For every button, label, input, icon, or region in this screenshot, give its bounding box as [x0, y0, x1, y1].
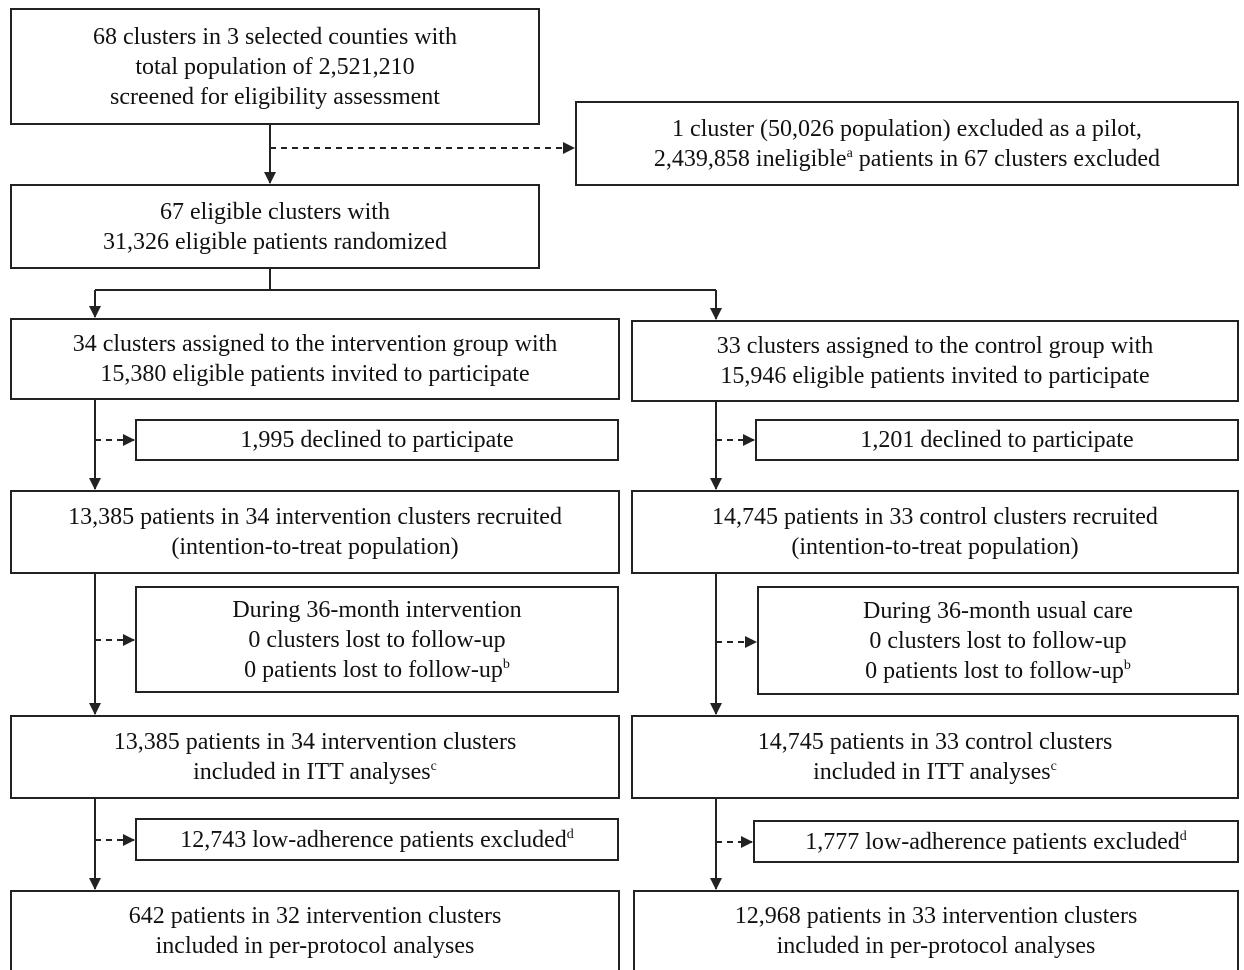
footnote-marker-b: b	[503, 657, 510, 672]
int-pp-line-2: included in per-protocol analyses	[156, 931, 475, 961]
int-assigned-line-1: 34 clusters assigned to the intervention…	[73, 329, 558, 359]
box-intervention-per-protocol: 642 patients in 32 intervention clusters…	[10, 890, 620, 970]
box-control-declined: 1,201 declined to participate	[755, 419, 1239, 461]
ctl-followup-line-1: During 36-month usual care	[863, 596, 1133, 626]
footnote-marker-c: c	[1051, 759, 1057, 774]
ctl-followup-line-2: 0 clusters lost to follow-up	[869, 626, 1126, 656]
footnote-marker-b: b	[1124, 658, 1131, 673]
int-followup-line-1: During 36-month intervention	[232, 595, 521, 625]
ctl-followup-patients-text: 0 patients lost to follow-up	[865, 658, 1124, 684]
ctl-followup-line-3: 0 patients lost to follow-upb	[865, 656, 1131, 686]
int-followup-line-2: 0 clusters lost to follow-up	[248, 625, 505, 655]
footnote-marker-d: d	[567, 827, 574, 842]
ctl-lowadh-line: 1,777 low-adherence patients excludedd	[805, 827, 1187, 857]
excluded-rest-text: patients in 67 clusters excluded	[853, 146, 1160, 172]
int-itt-line-1: 13,385 patients in 34 intervention clust…	[114, 727, 517, 757]
box-control-followup: During 36-month usual care 0 clusters lo…	[757, 586, 1239, 695]
ctl-assigned-line-2: 15,946 eligible patients invited to part…	[720, 361, 1149, 391]
box-control-itt: 14,745 patients in 33 control clusters i…	[631, 715, 1239, 799]
box-randomized-line-1: 67 eligible clusters with	[160, 197, 390, 227]
int-pp-line-1: 642 patients in 32 intervention clusters	[129, 901, 502, 931]
box-randomized-line-2: 31,326 eligible patients randomized	[103, 227, 447, 257]
ctl-recruited-line-1: 14,745 patients in 33 control clusters r…	[712, 502, 1158, 532]
box-control-per-protocol: 12,968 patients in 33 intervention clust…	[633, 890, 1239, 970]
excluded-count-text: 2,439,858 ineligible	[654, 146, 847, 172]
box-intervention-recruited: 13,385 patients in 34 intervention clust…	[10, 490, 620, 574]
box-screened-line-3: screened for eligibility assessment	[110, 82, 440, 112]
box-control-recruited: 14,745 patients in 33 control clusters r…	[631, 490, 1239, 574]
int-recruited-line-1: 13,385 patients in 34 intervention clust…	[68, 502, 562, 532]
box-excluded-pilot: 1 cluster (50,026 population) excluded a…	[575, 101, 1239, 186]
ctl-declined-text: 1,201 declined to participate	[860, 425, 1133, 455]
box-randomized: 67 eligible clusters with 31,326 eligibl…	[10, 184, 540, 269]
ctl-itt-line-1: 14,745 patients in 33 control clusters	[758, 727, 1113, 757]
box-screened-line-1: 68 clusters in 3 selected counties with	[93, 22, 457, 52]
box-intervention-low-adherence: 12,743 low-adherence patients excludedd	[135, 818, 619, 861]
int-declined-text: 1,995 declined to participate	[240, 425, 513, 455]
int-itt-line-2: included in ITT analysesc	[193, 757, 437, 787]
box-excluded-line-1: 1 cluster (50,026 population) excluded a…	[672, 114, 1142, 144]
int-recruited-line-2: (intention-to-treat population)	[171, 532, 458, 562]
box-intervention-assigned: 34 clusters assigned to the intervention…	[10, 318, 620, 400]
ctl-itt-line-2: included in ITT analysesc	[813, 757, 1057, 787]
int-lowadh-line: 12,743 low-adherence patients excludedd	[180, 825, 574, 855]
footnote-marker-c: c	[431, 759, 437, 774]
int-lowadh-text: 12,743 low-adherence patients excluded	[180, 827, 567, 853]
int-followup-patients-text: 0 patients lost to follow-up	[244, 657, 503, 683]
box-screened-line-2: total population of 2,521,210	[135, 52, 414, 82]
box-control-low-adherence: 1,777 low-adherence patients excludedd	[753, 820, 1239, 863]
box-intervention-followup: During 36-month intervention 0 clusters …	[135, 586, 619, 693]
box-screened: 68 clusters in 3 selected counties with …	[10, 8, 540, 125]
ctl-itt-analyses-text: included in ITT analyses	[813, 759, 1051, 785]
footnote-marker-d: d	[1180, 829, 1187, 844]
int-followup-line-3: 0 patients lost to follow-upb	[244, 655, 510, 685]
box-intervention-declined: 1,995 declined to participate	[135, 419, 619, 461]
box-intervention-itt: 13,385 patients in 34 intervention clust…	[10, 715, 620, 799]
int-itt-analyses-text: included in ITT analyses	[193, 759, 431, 785]
ctl-pp-line-1: 12,968 patients in 33 intervention clust…	[735, 901, 1138, 931]
ctl-recruited-line-2: (intention-to-treat population)	[791, 532, 1078, 562]
ctl-assigned-line-1: 33 clusters assigned to the control grou…	[717, 331, 1154, 361]
box-excluded-line-2: 2,439,858 ineligiblea patients in 67 clu…	[654, 144, 1160, 174]
ctl-lowadh-text: 1,777 low-adherence patients excluded	[805, 829, 1180, 855]
box-control-assigned: 33 clusters assigned to the control grou…	[631, 320, 1239, 402]
int-assigned-line-2: 15,380 eligible patients invited to part…	[100, 359, 529, 389]
ctl-pp-line-2: included in per-protocol analyses	[777, 931, 1096, 961]
